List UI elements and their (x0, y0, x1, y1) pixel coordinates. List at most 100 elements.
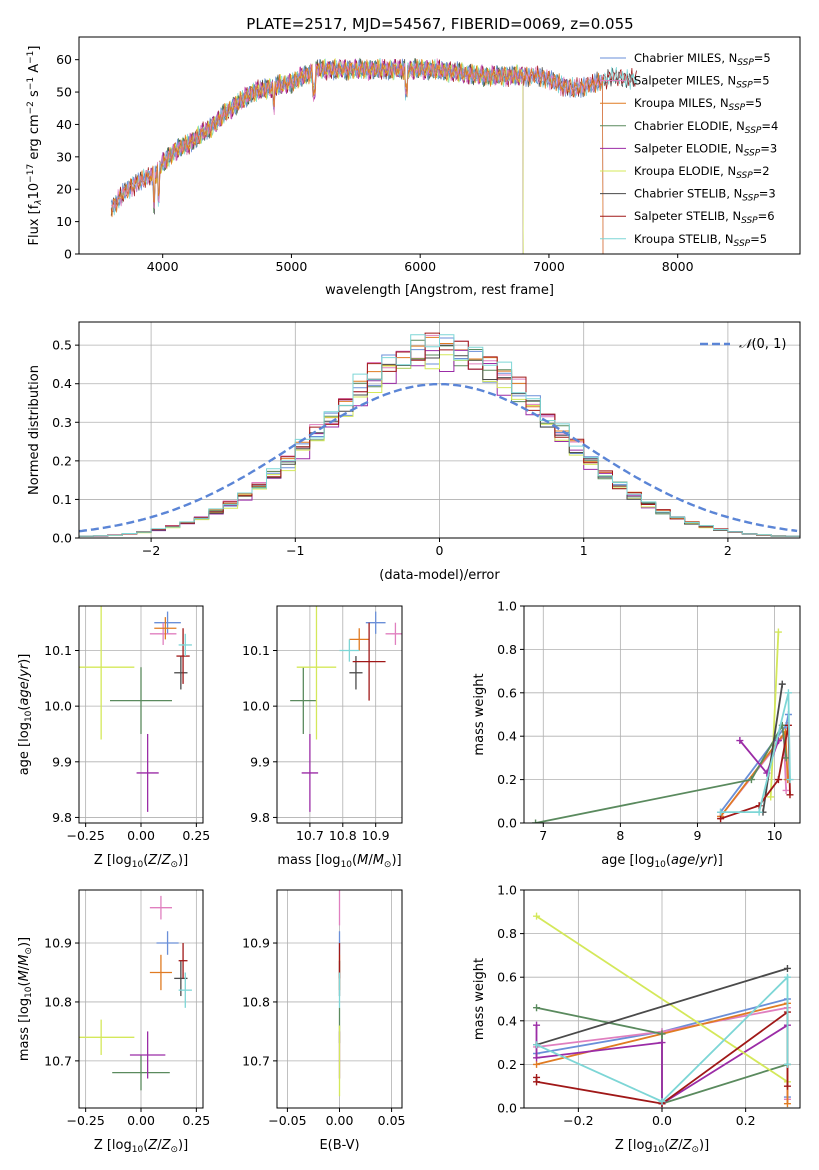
y-tick-label: 10.7 (44, 1053, 72, 1068)
weight-point (717, 808, 725, 816)
grid (524, 605, 800, 824)
y-axis-label: Flux [fλ10−17 erg cm−2 s−1 A−1] (26, 46, 44, 246)
y-tick-label: 0.0 (497, 816, 517, 831)
weight-point (783, 1060, 791, 1068)
weight-point (533, 1004, 541, 1012)
legend: Chabrier MILES, NSSP=5 Salpeter MILES, NS… (600, 51, 778, 249)
figure-title: PLATE=2517, MJD=54567, FIBERID=0069, z=0… (246, 15, 633, 33)
y-tick-label: 10.8 (44, 994, 72, 1009)
y-tick-label: 0.4 (497, 1013, 517, 1028)
x-tick-label: 6000 (404, 259, 436, 274)
x-axis-label: Z [log10(Z/Z⊙)] (615, 1138, 709, 1155)
y-tick-label: 1.0 (497, 599, 517, 614)
x-tick-label: 10 (767, 828, 783, 843)
weight-point (533, 1021, 541, 1029)
weight-point (658, 1039, 666, 1047)
x-tick-label: −1 (286, 543, 304, 558)
x-tick-label: 0.05 (378, 1113, 406, 1128)
legend-entry: Salpeter MILES, NSSP=5 (634, 74, 770, 91)
weight-point (658, 1030, 666, 1038)
frame: 10.7 10.8 10.9 9.8 9.9 10.0 10.1 mass [log10(M/… (242, 605, 403, 870)
y-tick-label: 60 (56, 52, 72, 67)
weight-point (774, 776, 782, 784)
weight-line (762, 683, 784, 813)
axes-weight-vs-age: 7 8 9 10 0.0 0.2 0.4 0.6 0.8 1.0 age [log10(age/yr… (472, 599, 801, 870)
weight-point (532, 819, 540, 823)
frame: −2 −1 0 1 2 0.0 0.1 0.2 0.3 0.4 0.5 𝒩(0, 1) Normed d… (27, 321, 801, 583)
y-tick-label: 20 (56, 182, 72, 197)
axes-frame (276, 605, 403, 824)
x-tick-label: 1 (580, 543, 588, 558)
axes-age-vs-Z: −0.25 0.00 0.25 9.8 9.9 10.0 10.1 Z [log10(Z/Z⊙… (17, 605, 210, 870)
histogram-step (79, 334, 800, 538)
y-tick-label: 0.2 (497, 1057, 517, 1072)
x-tick-label: 8000 (662, 259, 694, 274)
x-axis-label: E(B-V) (319, 1138, 359, 1153)
x-tick-label: 0.00 (127, 828, 155, 843)
legend-entry: Chabrier ELODIE, NSSP=4 (634, 119, 778, 136)
weight-point (786, 791, 794, 799)
weight-point (533, 1078, 541, 1086)
axes-residual-histogram: −2 −1 0 1 2 0.0 0.1 0.2 0.3 0.4 0.5 𝒩(0, 1) Normed d… (27, 321, 801, 583)
y-tick-label: 10.9 (44, 936, 72, 951)
x-tick-label: 10.8 (329, 828, 357, 843)
y-tick-label: 0.3 (52, 415, 72, 430)
x-axis-label: age [log10(age/yr)] (601, 853, 723, 870)
y-tick-label: 9.8 (52, 810, 72, 825)
legend-entry: Kroupa MILES, NSSP=5 (634, 96, 762, 113)
y-tick-label: 0.8 (497, 642, 517, 657)
x-tick-label: −2 (142, 543, 160, 558)
x-tick-label: 0.00 (127, 1113, 155, 1128)
x-tick-label: 0.2 (736, 1113, 756, 1128)
axes-age-vs-mass: 10.7 10.8 10.9 9.8 9.9 10.0 10.1 mass [log10(M/… (242, 605, 403, 870)
x-tick-label: 8 (616, 828, 624, 843)
weight-point (786, 776, 794, 784)
y-tick-label: 10 (56, 214, 72, 229)
x-tick-label: 4000 (147, 259, 179, 274)
weight-point (783, 973, 791, 981)
y-tick-label: 10.9 (242, 936, 270, 951)
weight-line (536, 915, 788, 1083)
weight-line (535, 722, 787, 823)
weight-point (533, 1041, 541, 1049)
y-tick-label: 9.9 (52, 754, 72, 769)
y-tick-label: 0.4 (497, 729, 517, 744)
y-tick-label: 10.0 (44, 699, 72, 714)
x-tick-label: 7000 (533, 259, 565, 274)
axes-frame (523, 605, 801, 824)
y-tick-label: 0.2 (52, 453, 72, 468)
weight-point (778, 680, 786, 688)
y-tick-label: 10.8 (242, 994, 270, 1009)
frame: −0.25 0.00 0.25 9.8 9.9 10.0 10.1 Z [log10(Z/Z⊙… (17, 605, 210, 870)
y-tick-label: 0.6 (497, 970, 517, 985)
x-axis-label: Z [log10(Z/Z⊙)] (94, 853, 188, 870)
y-tick-label: 9.9 (250, 754, 270, 769)
y-axis-label: mass weight (472, 673, 487, 755)
y-tick-label: 0.0 (497, 1101, 517, 1116)
weight-point (783, 1082, 791, 1090)
legend-entry: Salpeter ELODIE, NSSP=3 (634, 141, 777, 158)
y-tick-label: 0.4 (52, 376, 72, 391)
plot-area (79, 606, 192, 812)
frame: −0.05 0.00 0.05 10.7 10.8 10.9 E(B-V) (242, 889, 406, 1153)
frame: −0.25 0.00 0.25 10.7 10.8 10.9 Z [log10(Z/Z⊙)]… (17, 889, 210, 1155)
y-axis-label: Normed distribution (27, 365, 42, 495)
legend-entry: Salpeter STELIB, NSSP=6 (634, 209, 775, 226)
plot-area (79, 895, 192, 1091)
weight-line (536, 975, 789, 1103)
x-tick-label: 10.9 (362, 828, 390, 843)
grid (277, 606, 402, 823)
weight-point (782, 786, 790, 794)
y-axis-label: age [log10(age/yr)] (17, 654, 34, 776)
y-tick-label: 30 (56, 149, 72, 164)
y-tick-label: 0.0 (52, 531, 72, 546)
x-tick-label: 5000 (276, 259, 308, 274)
weight-point (736, 737, 744, 745)
y-tick-label: 0.8 (497, 926, 517, 941)
x-axis-label: Z [log10(Z/Z⊙)] (94, 1138, 188, 1155)
axes-frame (78, 36, 801, 255)
x-tick-label: 10.7 (296, 828, 324, 843)
weight-point (783, 964, 791, 972)
x-tick-label: 0.25 (182, 1113, 210, 1128)
y-tick-label: 9.8 (250, 810, 270, 825)
